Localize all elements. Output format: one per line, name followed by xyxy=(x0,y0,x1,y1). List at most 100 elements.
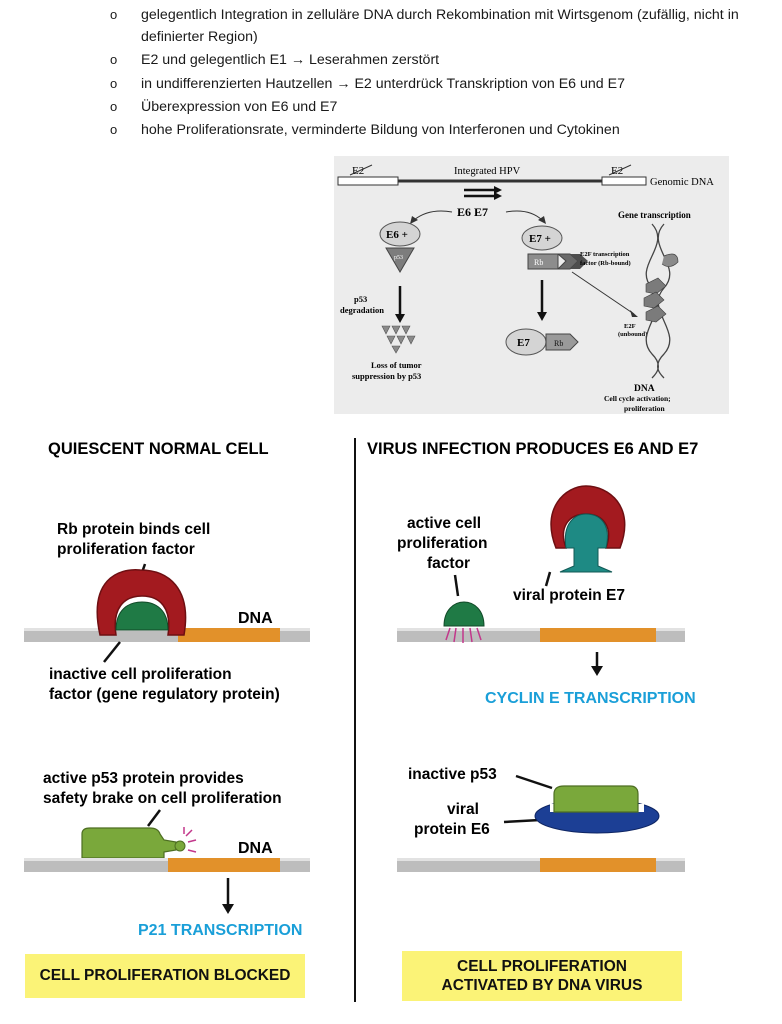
e7-protein xyxy=(559,513,613,573)
p53-fragments xyxy=(381,325,416,354)
arrow-head xyxy=(395,314,405,323)
e2f-tf-label: E2F transcription xyxy=(580,251,630,258)
integrated-hpv-label: Integrated HPV xyxy=(454,166,521,177)
comparison-panels: QUIESCENT NORMAL CELL Rb protein binds c… xyxy=(24,438,698,1002)
leader-line xyxy=(515,774,553,790)
bullet-list: o gelegentlich Integration in zelluläre … xyxy=(110,4,782,142)
leader-line xyxy=(147,809,161,827)
rb-label: proliferation factor xyxy=(57,541,195,558)
blocked-box: CELL PROLIFERATION BLOCKED xyxy=(25,954,305,998)
activity-rays xyxy=(183,827,197,853)
activated-label: ACTIVATED BY DNA VIRUS xyxy=(441,977,643,994)
bullet-item: o Überexpression von E6 und E7 xyxy=(110,96,782,118)
p21-label: P21 TRANSCRIPTION xyxy=(138,922,302,939)
p53-degradation-label: p53 xyxy=(354,294,367,304)
bullet-text: Überexpression von E6 und E7 xyxy=(141,98,338,115)
loss-of-tumor-label: suppression by p53 xyxy=(352,371,421,381)
e2f-release-arrow xyxy=(571,271,635,315)
e6-protein xyxy=(379,221,421,247)
leader-line xyxy=(544,571,552,587)
e2f-bound-dna xyxy=(643,277,667,323)
bullet-text: in undifferenzierten Hautzellen → E2 unt… xyxy=(141,75,625,92)
arrow-head xyxy=(222,904,234,914)
p53-label: safety brake on cell proliferation xyxy=(43,790,282,807)
gene-segment xyxy=(540,858,656,872)
cell-cycle-label: Cell cycle activation; xyxy=(604,394,671,403)
gene-transcription-label: Gene transcription xyxy=(618,210,691,220)
bullet-text: hohe Proliferationsrate, verminderte Bil… xyxy=(141,122,620,139)
dna-label: DNA xyxy=(634,384,655,394)
arrow-head xyxy=(591,666,603,676)
dna-label: DNA xyxy=(238,840,273,857)
arrow-head xyxy=(410,216,418,224)
e6-label: viral xyxy=(447,801,479,818)
arrow-head xyxy=(630,310,638,317)
bullet-text: gelegentlich Integration in zelluläre DN… xyxy=(141,7,739,23)
e7-plus-label: E7 + xyxy=(529,233,551,245)
inactive-factor-label: factor (gene regulatory protein) xyxy=(49,686,280,703)
e2f-chevron xyxy=(570,254,588,269)
gene-segment xyxy=(540,628,656,642)
arrow-head xyxy=(538,216,546,224)
strike-mark xyxy=(349,164,373,176)
leader-line xyxy=(103,641,121,663)
bullet-item: o gelegentlich Integration in zelluläre … xyxy=(110,4,782,48)
genomic-dna-label: Genomic DNA xyxy=(650,177,714,188)
gene-segment xyxy=(178,628,280,642)
bullet-item: o in undifferenzierten Hautzellen → E2 u… xyxy=(110,73,782,95)
loss-of-tumor-label: Loss of tumor xyxy=(371,360,422,370)
bullet-marker: o xyxy=(110,98,118,114)
bullet-marker: o xyxy=(110,75,118,91)
bullet-marker: o xyxy=(110,7,118,22)
rb-protein xyxy=(550,485,626,549)
p53-label: active p53 protein provides xyxy=(43,770,244,787)
rb-box xyxy=(527,253,559,270)
e7-label: E7 xyxy=(517,337,530,349)
bullet-marker: o xyxy=(110,52,118,68)
left-heading: QUIESCENT NORMAL CELL xyxy=(48,440,269,458)
cell-cycle-label: proliferation xyxy=(624,404,666,413)
activated-label: CELL PROLIFERATION xyxy=(457,958,627,975)
p53-inactive-protein xyxy=(553,785,639,813)
rb-protein xyxy=(96,569,187,636)
leader-line xyxy=(453,574,460,597)
p53-knob xyxy=(174,840,186,852)
leader-line xyxy=(503,818,541,824)
e6-plus-label: E6 + xyxy=(386,229,408,241)
p53-degradation-label: degradation xyxy=(340,305,384,315)
active-factor-label: active cell xyxy=(407,515,481,532)
branch-arrow xyxy=(505,210,543,221)
right-heading: VIRUS INFECTION PRODUCES E6 AND E7 xyxy=(367,440,698,458)
strike-mark xyxy=(608,164,632,176)
e2f-unbound-label: (unbound) xyxy=(618,331,647,338)
e2f-unbound-label: E2F xyxy=(624,323,636,330)
bullet-item: o hohe Proliferationsrate, verminderte B… xyxy=(110,119,782,141)
inactive-p53-label: inactive p53 xyxy=(408,766,497,783)
dna-segment-left xyxy=(337,176,399,186)
activated-text: CELL PROLIFERATION ACTIVATED BY DNA VIRU… xyxy=(442,957,643,995)
inactive-factor-label: inactive cell proliferation xyxy=(49,666,232,683)
rb-label: Rb xyxy=(554,339,563,348)
branch-arrow xyxy=(413,210,453,221)
blocked-label: CELL PROLIFERATION BLOCKED xyxy=(39,967,291,984)
p53-small-label: p53 xyxy=(394,255,403,261)
e6e7-label: E6 E7 xyxy=(457,205,488,219)
e2f-tf-label: factor (Rb-bound) xyxy=(580,260,631,267)
rb-complex xyxy=(545,333,579,351)
active-factor-label: proliferation xyxy=(397,535,487,552)
gene-segment xyxy=(168,858,280,872)
rb-label: Rb xyxy=(534,258,543,267)
e7-protein xyxy=(521,225,563,251)
dna-segment-right xyxy=(601,176,647,186)
polymerase-shape xyxy=(661,253,679,267)
p53-protein xyxy=(81,827,177,859)
arrow-head xyxy=(494,192,502,200)
active-factor xyxy=(443,601,485,627)
activity-rays xyxy=(445,627,482,643)
activated-box: CELL PROLIFERATION ACTIVATED BY DNA VIRU… xyxy=(402,951,682,1001)
p53-shape xyxy=(385,247,415,273)
arrow-head xyxy=(537,312,547,321)
hpv-diagram: E2 E2 Integrated HPV Genomic DNA E6 E7 E… xyxy=(337,164,714,413)
inactive-factor xyxy=(115,601,169,631)
rb-label: Rb protein binds cell xyxy=(57,521,210,538)
